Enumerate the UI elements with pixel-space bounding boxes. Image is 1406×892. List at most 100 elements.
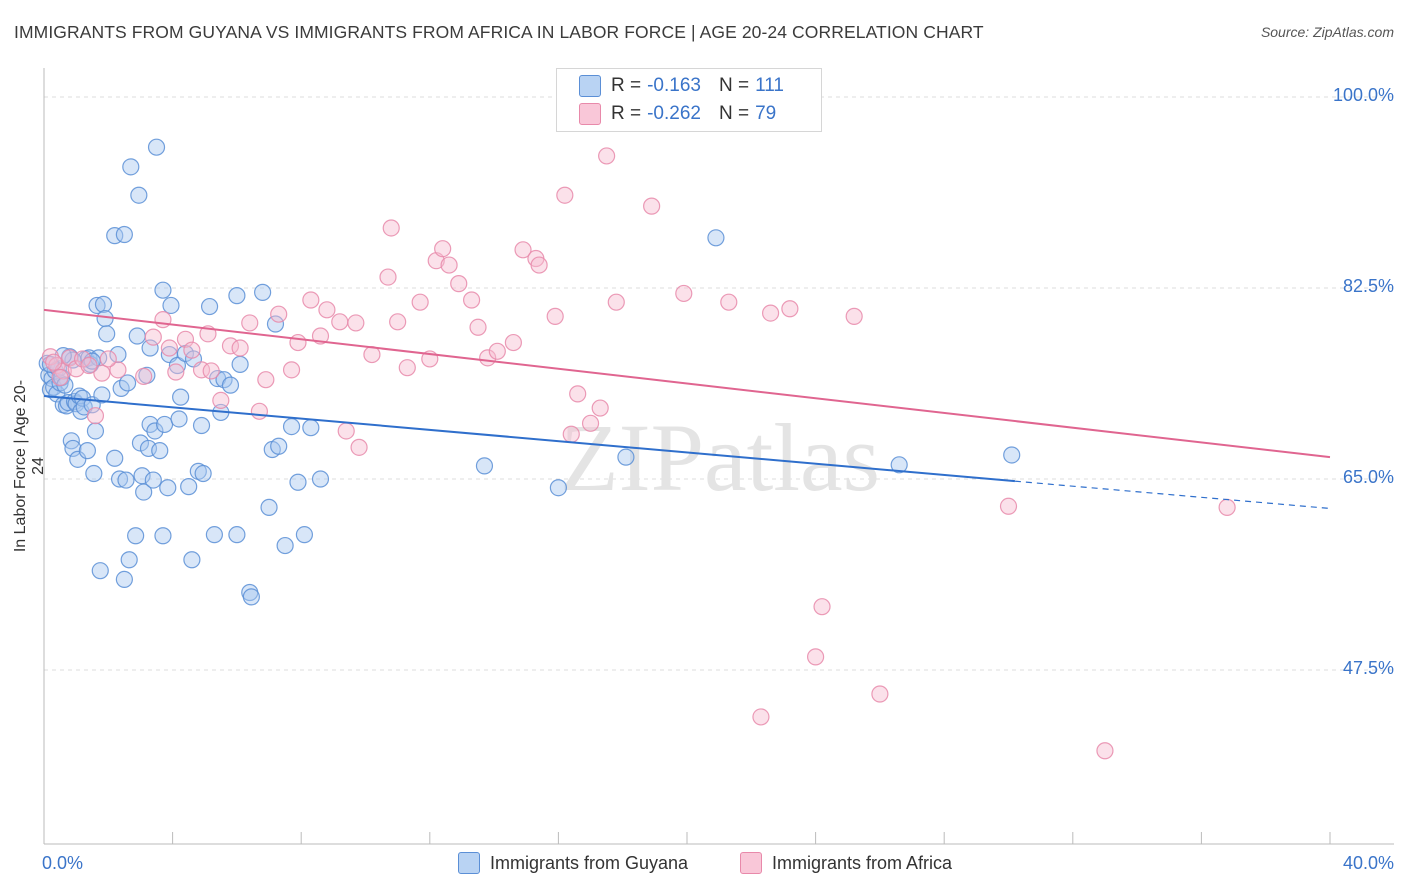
africa-point [514,241,532,259]
africa-point [202,362,220,380]
guyana-point [130,186,148,204]
legend-item-guyana: Immigrants from Guyana [458,852,688,874]
guyana-point [231,355,249,373]
africa-point [144,328,162,346]
guyana-point [54,347,72,365]
guyana-point [200,297,219,316]
guyana-point [192,416,211,435]
guyana-point [146,422,164,440]
africa-point [569,385,587,403]
africa-point [781,300,799,318]
guyana-point [549,479,568,497]
africa-point [331,313,349,331]
series-legend: Immigrants from Guyana Immigrants from A… [0,852,1406,878]
guyana-point [890,456,908,474]
guyana-point [85,464,103,483]
africa-point [462,291,481,309]
africa-point [845,307,863,325]
guyana-point [110,470,129,488]
legend-row-guyana: R = -0.163 N = 111 [579,73,784,99]
africa-point [109,361,127,379]
guyana-point [168,356,187,375]
guyana-point [86,422,105,440]
africa-point [302,291,320,309]
guyana-point [118,374,137,392]
legend-r-label: R = [611,103,642,124]
guyana-point [282,418,301,436]
guyana-point [93,386,111,404]
africa-point [311,327,330,345]
guyana-point [115,225,133,244]
africa-point [41,348,60,366]
guyana-point [162,296,180,315]
series-guyana-points [38,138,1021,606]
guyana-point [154,527,172,545]
guyana-point [91,562,109,580]
africa-point [318,301,336,319]
africa-point [607,293,625,311]
guyana-point [96,309,114,328]
guyana-point [78,442,97,460]
guyana-point [141,339,159,357]
africa-point [231,339,249,357]
trend-lines [43,308,1331,510]
africa-point [440,256,458,274]
x-tick-label-min: 0.0% [42,853,84,873]
trend-line-guyana [43,395,1016,483]
africa-point [871,685,889,703]
guyana-point [69,450,87,468]
legend-n-guyana: 111 [755,75,784,96]
legend-r-guyana: -0.163 [647,75,701,96]
africa-point [382,219,400,237]
africa-point [282,361,301,379]
africa-point [80,356,98,375]
guyana-point [147,138,166,156]
guyana-point [154,281,172,299]
guyana-point [270,437,288,455]
y-tick-label: 82.5% [1342,275,1394,296]
guyana-point [122,158,140,176]
guyana-point [115,570,133,588]
guyana-point [617,448,635,466]
guyana-point [311,470,330,488]
chart-title: IMMIGRANTS FROM GUYANA VS IMMIGRANTS FRO… [14,22,984,42]
legend-r-africa: -0.262 [647,103,701,124]
guyana-point [88,296,106,315]
africa-point [581,414,600,432]
correlation-legend: R = -0.163 N = 111 R = -0.262 N = 79 [556,68,822,132]
guyana-point [205,526,223,544]
guyana-point [106,449,124,467]
africa-point [504,333,522,352]
africa-point [93,364,111,382]
africa-point [350,438,368,456]
legend-label-guyana: Immigrants from Guyana [490,852,689,873]
africa-point [562,425,580,443]
africa-point [546,307,564,325]
africa-point [270,305,288,323]
legend-r-label: R = [611,75,642,96]
guyana-point [707,229,725,247]
legend-swatch-guyana [579,75,601,97]
source-label: Source: ZipAtlas.com [1260,24,1394,40]
africa-point [99,350,117,368]
x-tick-label-max: 40.0% [1342,853,1394,873]
guyana-point [266,315,285,333]
africa-point [1218,498,1236,516]
guyana-point [295,526,314,544]
africa-point [720,293,738,311]
guyana-point [302,419,320,437]
guyana-point [128,327,146,345]
africa-point [51,368,69,387]
guyana-point [1003,446,1021,464]
guyana-point [120,551,138,569]
africa-point [450,275,468,293]
africa-point [469,318,487,336]
legend-swatch-africa [579,103,601,125]
africa-point [530,256,548,274]
guyana-point [242,588,260,606]
guyana-point [221,376,240,394]
africa-point [86,407,105,425]
guyana-point [228,287,246,305]
guyana-point [151,442,169,460]
